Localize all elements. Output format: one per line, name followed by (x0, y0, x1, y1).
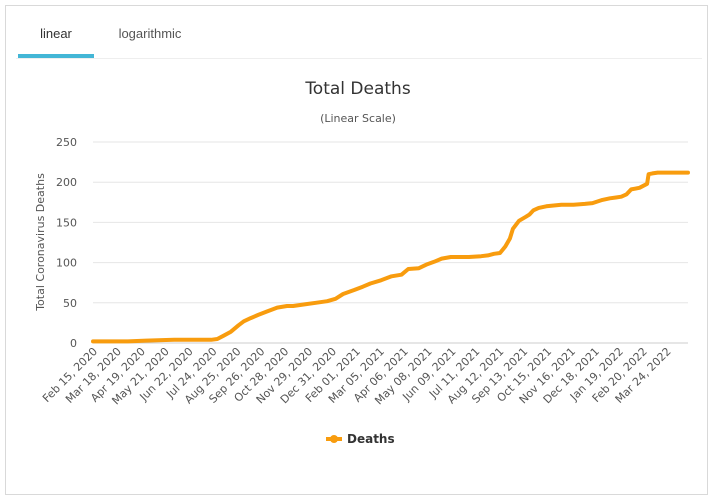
legend-deaths-marker (330, 435, 338, 443)
y-axis-label: Total Coronavirus Deaths (34, 173, 47, 312)
chart-panel: linear logarithmic (5, 5, 708, 495)
y-tick-label: 0 (70, 337, 77, 350)
y-tick-label: 100 (56, 257, 77, 270)
legend[interactable]: Deaths (326, 432, 395, 446)
scale-tabs: linear logarithmic (16, 6, 702, 59)
y-tick-label: 250 (56, 136, 77, 149)
y-tick-label: 50 (63, 297, 77, 310)
legend-deaths-label[interactable]: Deaths (347, 432, 395, 446)
tab-linear[interactable]: linear (18, 6, 94, 58)
y-tick-label: 150 (56, 216, 77, 229)
y-tick-label: 200 (56, 176, 77, 189)
chart-subtitle: (Linear Scale) (320, 112, 396, 125)
series-line-deaths[interactable] (91, 170, 690, 344)
tab-logarithmic[interactable]: logarithmic (118, 26, 182, 41)
chart-title: Total Deaths (304, 79, 411, 99)
